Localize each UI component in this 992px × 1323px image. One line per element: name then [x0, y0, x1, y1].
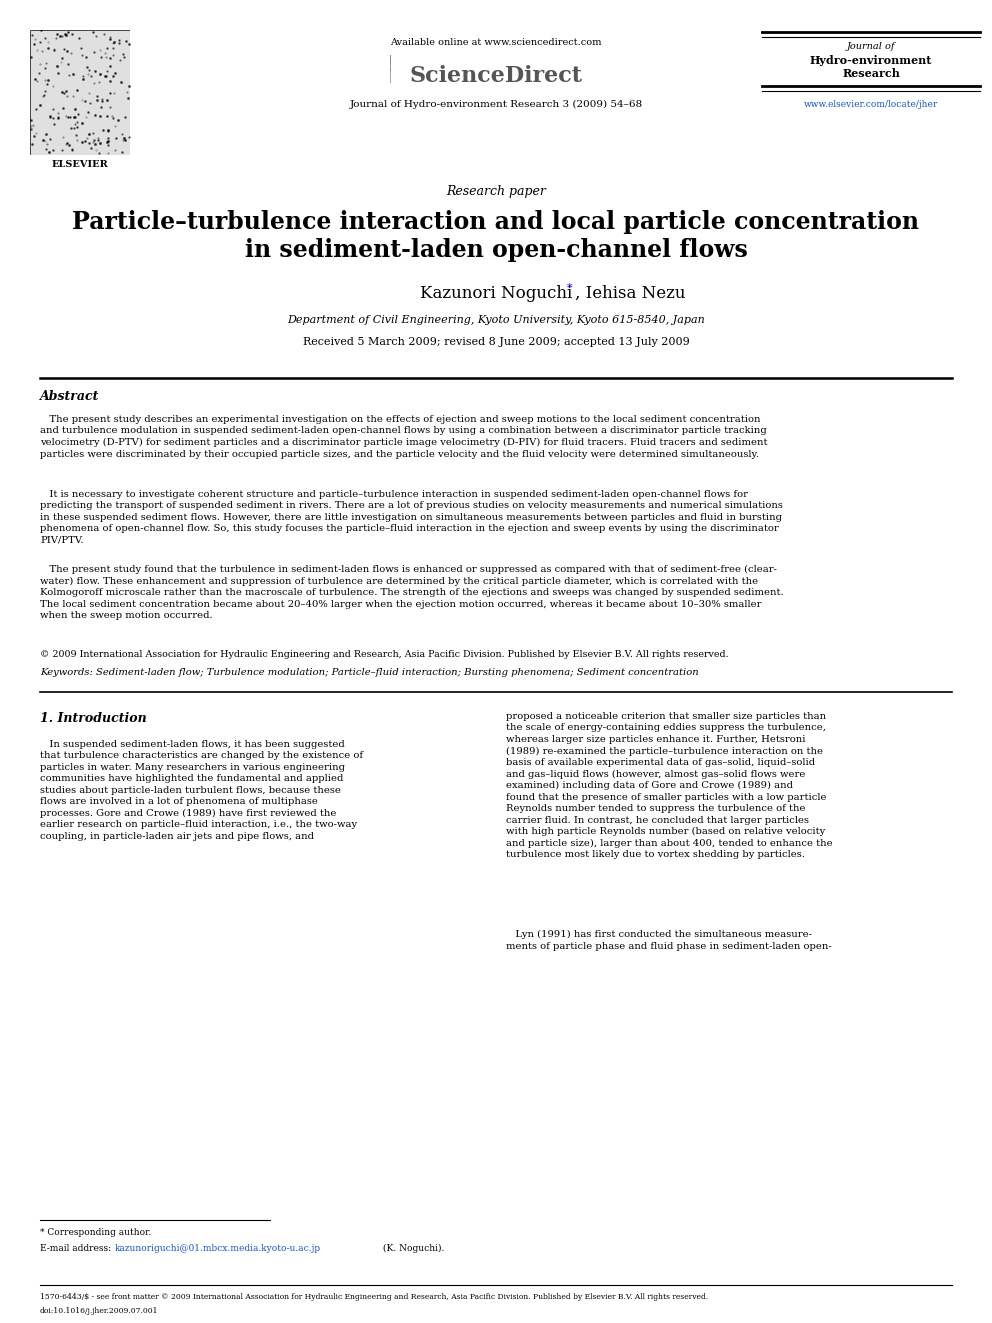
Text: The present study describes an experimental investigation on the effects of ejec: The present study describes an experimen… — [40, 415, 768, 459]
Text: kazunoriguchi@01.mbcx.media.kyoto-u.ac.jp: kazunoriguchi@01.mbcx.media.kyoto-u.ac.j… — [115, 1244, 321, 1253]
Text: Research paper: Research paper — [446, 185, 546, 198]
Text: doi:10.1016/j.jher.2009.07.001: doi:10.1016/j.jher.2009.07.001 — [40, 1307, 159, 1315]
Text: * Corresponding author.: * Corresponding author. — [40, 1228, 152, 1237]
Text: Journal of: Journal of — [847, 42, 895, 52]
Text: Lyn (1991) has first conducted the simultaneous measure-
ments of particle phase: Lyn (1991) has first conducted the simul… — [506, 930, 831, 950]
Text: Kazunori Noguchi: Kazunori Noguchi — [420, 284, 572, 302]
Text: Keywords: Sediment-laden flow; Turbulence modulation; Particle–fluid interaction: Keywords: Sediment-laden flow; Turbulenc… — [40, 668, 698, 677]
Text: (K. Noguchi).: (K. Noguchi). — [380, 1244, 444, 1253]
Text: ScienceDirect: ScienceDirect — [410, 65, 582, 87]
Text: Hydro-environment: Hydro-environment — [809, 56, 932, 66]
Text: E-mail address:: E-mail address: — [40, 1244, 114, 1253]
Text: www.elsevier.com/locate/jher: www.elsevier.com/locate/jher — [804, 101, 938, 108]
Text: *: * — [567, 283, 572, 292]
Text: in sediment-laden open-channel flows: in sediment-laden open-channel flows — [245, 238, 747, 262]
Text: Available online at www.sciencedirect.com: Available online at www.sciencedirect.co… — [390, 38, 602, 48]
Text: Abstract: Abstract — [40, 390, 99, 404]
Text: It is necessary to investigate coherent structure and particle–turbulence intera: It is necessary to investigate coherent … — [40, 490, 783, 545]
Text: Department of Civil Engineering, Kyoto University, Kyoto 615-8540, Japan: Department of Civil Engineering, Kyoto U… — [287, 315, 705, 325]
Text: 1. Introduction: 1. Introduction — [40, 712, 147, 725]
Text: ELSEVIER: ELSEVIER — [52, 160, 108, 169]
Text: Research: Research — [842, 67, 900, 79]
Text: Particle–turbulence interaction and local particle concentration: Particle–turbulence interaction and loca… — [72, 210, 920, 234]
Text: Received 5 March 2009; revised 8 June 2009; accepted 13 July 2009: Received 5 March 2009; revised 8 June 20… — [303, 337, 689, 347]
Text: Journal of Hydro-environment Research 3 (2009) 54–68: Journal of Hydro-environment Research 3 … — [349, 101, 643, 108]
Text: In suspended sediment-laden flows, it has been suggested
that turbulence charact: In suspended sediment-laden flows, it ha… — [40, 740, 363, 841]
Text: , Iehisa Nezu: , Iehisa Nezu — [574, 284, 685, 302]
Text: © 2009 International Association for Hydraulic Engineering and Research, Asia Pa: © 2009 International Association for Hyd… — [40, 650, 729, 659]
Text: 1570-6443/$ - see front matter © 2009 International Association for Hydraulic En: 1570-6443/$ - see front matter © 2009 In… — [40, 1293, 708, 1301]
Text: The present study found that the turbulence in sediment-laden flows is enhanced : The present study found that the turbule… — [40, 565, 784, 620]
Text: proposed a noticeable criterion that smaller size particles than
the scale of en: proposed a noticeable criterion that sma… — [506, 712, 832, 859]
